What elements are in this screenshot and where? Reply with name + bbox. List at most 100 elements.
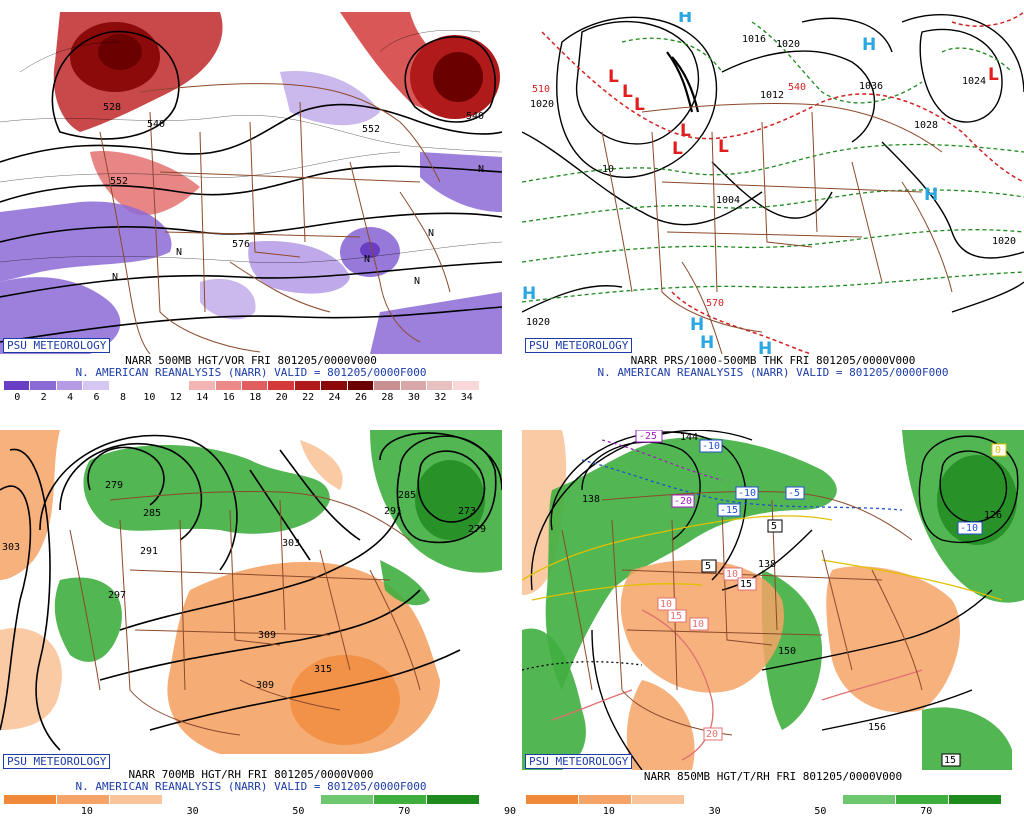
svg-text:10: 10 xyxy=(726,569,738,580)
isobar-label: 1036 xyxy=(859,81,883,92)
colorbar-swatch xyxy=(109,381,137,390)
temperature-label: 15 xyxy=(941,753,961,767)
contour-label: 540 xyxy=(147,119,165,130)
colorbar-tick-label: 30 xyxy=(186,806,199,817)
colorbar-swatch xyxy=(321,795,375,804)
low-pressure-marker: L xyxy=(672,139,683,159)
contour-label: 303 xyxy=(282,538,300,549)
colorbar-tick-label: 50 xyxy=(814,806,827,817)
temperature-label: 10 xyxy=(689,617,709,631)
vorticity-max-label: N xyxy=(364,254,370,265)
colorbar-swatch xyxy=(321,381,348,390)
colorbar-tick-label: 50 xyxy=(292,806,305,817)
colorbar-swatch xyxy=(162,795,216,804)
psu-meteorology-badge: PSU METEOROLOGY xyxy=(3,754,111,769)
svg-text:10: 10 xyxy=(660,599,672,610)
high-pressure-marker: H xyxy=(758,339,772,354)
colorbar-swatch xyxy=(189,381,216,390)
colorbar-swatch xyxy=(215,381,242,390)
colorbar-tick-label: 14 xyxy=(196,392,209,403)
colorbar-swatch xyxy=(30,381,57,390)
map-700mb-humidity: 279 285 291 297 303 303 309 315 309 273 … xyxy=(0,430,502,754)
svg-text:0: 0 xyxy=(995,445,1001,456)
contour-label: 291 xyxy=(140,546,158,557)
contour-label: 297 xyxy=(108,590,126,601)
colorbar-tick-label: 2 xyxy=(40,392,47,403)
svg-text:-10: -10 xyxy=(960,523,978,534)
high-pressure-marker: H xyxy=(700,333,714,353)
colorbar-tick-label: 26 xyxy=(354,392,368,403)
colorbar-tick-label: 20 xyxy=(275,392,288,403)
isobar-label: 1020 xyxy=(776,39,800,50)
isobar-label: 1024 xyxy=(962,76,986,87)
colorbar-swatch xyxy=(578,795,632,804)
panel-caption-valid: N. AMERICAN REANALYSIS (NARR) VALID = 80… xyxy=(597,366,949,379)
contour-label: 552 xyxy=(362,124,380,135)
contour-label: 303 xyxy=(2,542,20,553)
high-pressure-marker: H xyxy=(862,35,876,55)
svg-text:15: 15 xyxy=(670,611,682,622)
vorticity-colorbar-ticks: 0 2 4 6 8 10 12 14 16 18 20 22 24 26 28 30 32 34 xyxy=(0,392,502,403)
t850-map-graphic: 144 138 138 150 156 126 132 -25 -20 -15 … xyxy=(522,430,1024,770)
temperature-label: 15 xyxy=(667,609,687,623)
colorbar-swatch xyxy=(83,381,110,390)
temperature-label: 5 xyxy=(701,559,717,573)
colorbar-tick-label: 32 xyxy=(434,392,447,403)
vorticity-max-label: N xyxy=(428,228,434,239)
colorbar-swatch xyxy=(374,795,428,804)
colorbar-swatch xyxy=(347,381,375,390)
rh-colorbar xyxy=(526,795,1003,804)
colorbar-swatch xyxy=(427,381,454,390)
rh-colorbar xyxy=(4,795,481,804)
panel-700mb-humidity: 279 285 291 297 303 303 309 315 309 273 … xyxy=(0,430,516,820)
colorbar-swatch xyxy=(56,381,84,390)
low-pressure-marker: L xyxy=(608,67,619,87)
isobar-label: 1004 xyxy=(716,195,740,206)
temperature-label: 15 xyxy=(737,577,757,591)
svg-text:20: 20 xyxy=(706,729,718,740)
colorbar-swatch xyxy=(684,795,738,804)
colorbar-swatch xyxy=(56,795,110,804)
colorbar-swatch xyxy=(4,381,31,390)
contour-label: 126 xyxy=(984,510,1002,521)
contour-label: 315 xyxy=(314,664,332,675)
panel-caption-valid: N. AMERICAN REANALYSIS (NARR) VALID = 80… xyxy=(75,780,427,793)
contour-label: 150 xyxy=(778,646,796,657)
colorbar-swatch xyxy=(427,795,481,804)
isobar-label: 1012 xyxy=(760,90,784,101)
colorbar-swatch xyxy=(268,795,322,804)
contour-label: 273 xyxy=(458,506,476,517)
colorbar-tick-label: 70 xyxy=(920,806,933,817)
panel-500mb-vorticity: 528 540 552 576 552 540 N N N N N N PSU … xyxy=(0,12,502,403)
panel-caption-product: NARR 700MB HGT/RH FRI 801205/0000V000 xyxy=(128,768,374,781)
vorticity-max-label: N xyxy=(414,276,420,287)
colorbar-tick-label: 34 xyxy=(460,392,473,403)
thickness-label: 510 xyxy=(532,84,550,95)
colorbar-tick-label: 6 xyxy=(93,392,100,403)
isobar-label: 1016 xyxy=(742,34,766,45)
psu-meteorology-badge: PSU METEOROLOGY xyxy=(525,754,633,769)
colorbar-swatch xyxy=(4,795,57,804)
contour-label: 309 xyxy=(256,680,274,691)
colorbar-swatch xyxy=(268,381,295,390)
svg-text:5: 5 xyxy=(771,521,777,532)
contour-label: 576 xyxy=(232,239,250,250)
contour-label: 138 xyxy=(758,559,776,570)
temperature-label: -10 xyxy=(735,486,759,500)
temperature-label: 10 xyxy=(657,597,677,611)
vorticity-map-graphic: 528 540 552 576 552 540 N N N N N N xyxy=(0,12,502,354)
psu-meteorology-badge: PSU METEOROLOGY xyxy=(525,338,633,353)
contour-label: 309 xyxy=(258,630,276,641)
thickness-label: 540 xyxy=(788,82,806,93)
svg-text:5: 5 xyxy=(705,561,711,572)
map-pressure-thickness: H H H H H H H L L L L L L L 1020 1020 10… xyxy=(522,12,1024,354)
colorbar-tick-label: 10 xyxy=(80,806,93,817)
colorbar-swatch xyxy=(294,381,322,390)
panel-caption-product: NARR 850MB HGT/T/RH FRI 801205/0000V000 xyxy=(643,770,903,783)
isobar-label: 1028 xyxy=(914,120,938,131)
temperature-label: -10 xyxy=(957,521,983,535)
colorbar-swatch xyxy=(526,795,579,804)
svg-text:-10: -10 xyxy=(738,488,756,499)
svg-text:-25: -25 xyxy=(639,431,657,442)
